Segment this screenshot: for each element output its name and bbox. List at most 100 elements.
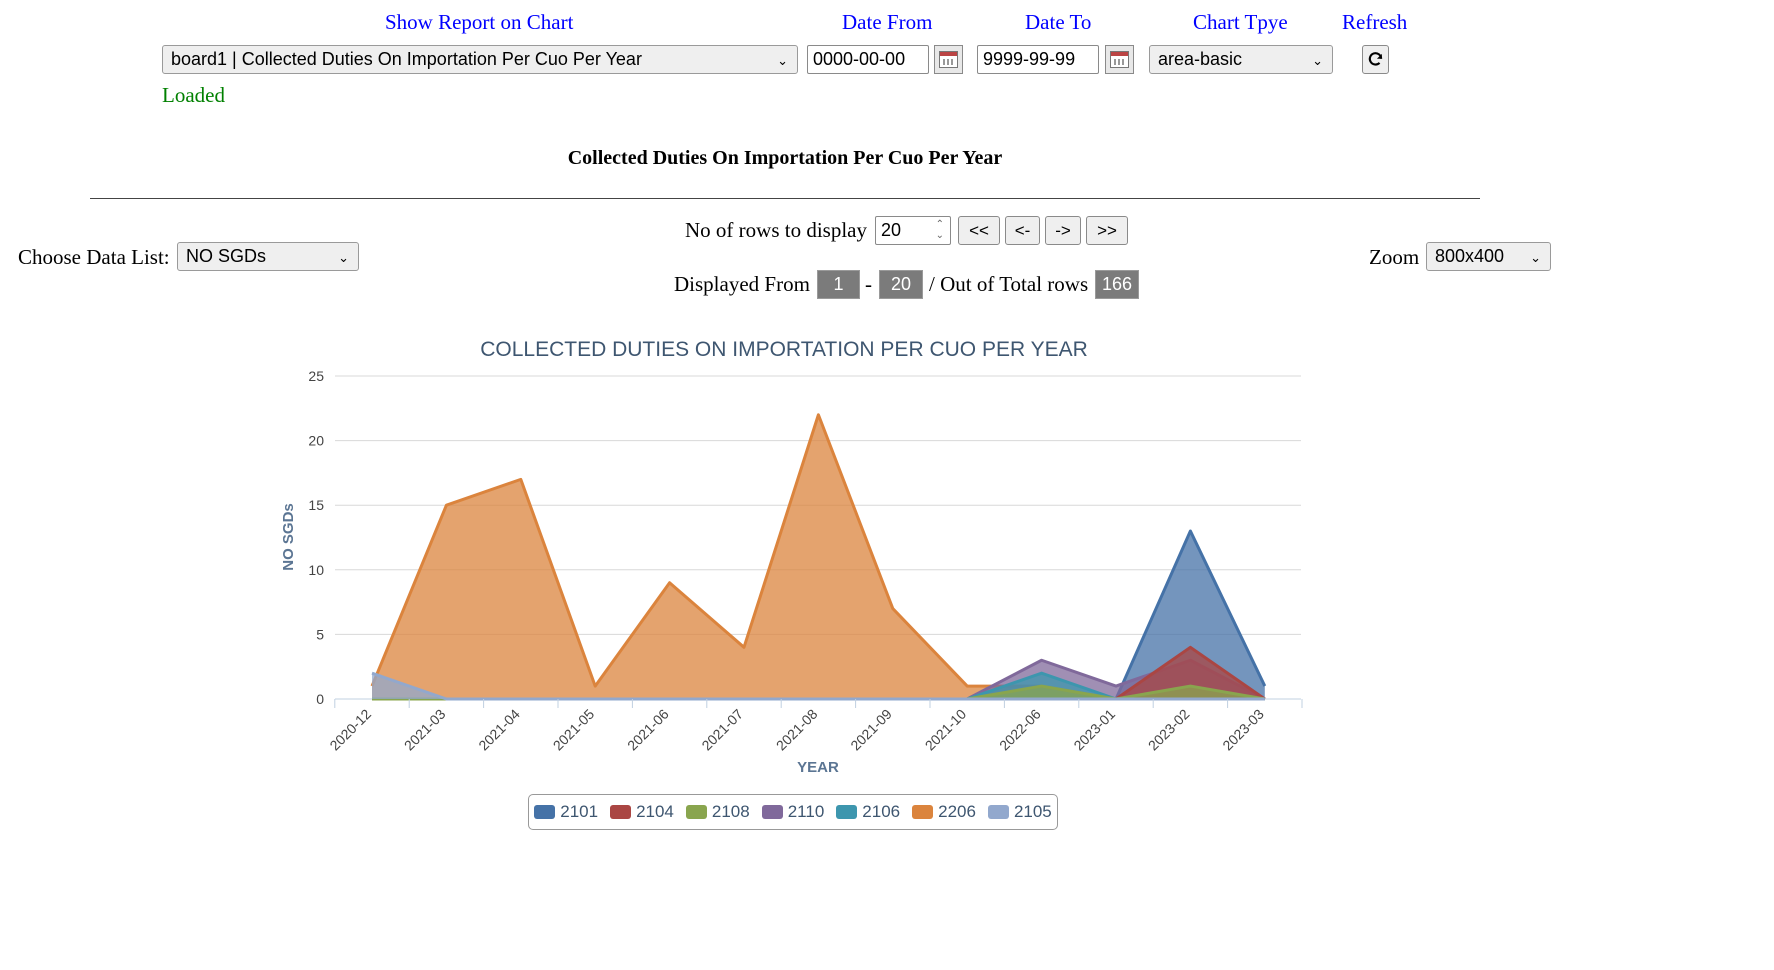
calendar-icon [1110, 51, 1129, 68]
prev-page-button[interactable]: <- [1005, 216, 1040, 245]
legend-item-2108[interactable]: 2108 [685, 802, 750, 822]
first-page-button[interactable]: << [958, 216, 1000, 245]
calendar-icon [939, 51, 958, 68]
chevron-down-icon: ⌄ [777, 53, 788, 68]
series-line-2106 [372, 671, 1265, 701]
legend-label: 2104 [636, 802, 674, 821]
y-tick-label: 20 [308, 433, 324, 449]
legend-item-2104[interactable]: 2104 [610, 802, 674, 822]
to-value-box: 20 [879, 270, 923, 299]
chart-title: COLLECTED DUTIES ON IMPORTATION PER CUO … [480, 338, 1088, 361]
legend-label: 2110 [787, 802, 825, 821]
area-2106 [372, 673, 1265, 699]
chevron-down-icon: ⌄ [1312, 53, 1323, 68]
legend-label: 2108 [711, 802, 750, 821]
zoom-select[interactable]: 800x400 ⌄ [1426, 242, 1551, 271]
y-tick-label: 0 [316, 691, 324, 707]
chart-type-label: Chart Tpye [1193, 10, 1288, 34]
chart-legend: 2101 2104 2108 2110 2106 2206 2105 [528, 794, 1058, 830]
legend-item-2110[interactable]: 2110 [761, 802, 825, 822]
data-list-label: Choose Data List: [18, 245, 170, 269]
rows-label: No of rows to display [685, 218, 867, 242]
x-tick-label: 2021-03 [401, 706, 449, 754]
legend-swatch [912, 805, 934, 819]
chevron-down-icon: ⌄ [1530, 250, 1541, 265]
area-2105 [372, 673, 1265, 699]
rows-value: 20 [881, 220, 902, 240]
date-from-label: Date From [842, 10, 933, 34]
x-tick-label: 2023-03 [1219, 706, 1267, 754]
date-from-calendar-button[interactable] [934, 45, 963, 74]
chevron-down-icon: ⌄ [338, 250, 349, 265]
zoom-value: 800x400 [1435, 246, 1505, 266]
report-select-value: board1 | Collected Duties On Importation… [171, 49, 642, 69]
area-2104 [372, 647, 1265, 699]
series-line-2206 [370, 413, 1265, 701]
area-2206 [372, 414, 1265, 699]
data-list-select[interactable]: NO SGDs ⌄ [177, 242, 359, 271]
y-tick-label: 25 [308, 368, 324, 384]
rows-input[interactable]: 20 ⌃ ⌄ [875, 216, 951, 245]
date-to-input[interactable]: 9999-99-99 [977, 45, 1099, 74]
x-tick-label: 2021-10 [922, 706, 970, 754]
x-tick-label: 2021-07 [698, 706, 746, 754]
y-tick-label: 10 [308, 562, 324, 578]
x-tick-label: 2023-02 [1145, 706, 1193, 754]
legend-swatch [836, 805, 858, 819]
data-list-value: NO SGDs [186, 246, 267, 266]
refresh-button[interactable] [1362, 45, 1389, 74]
x-tick-label: 2021-04 [475, 706, 523, 754]
series-line-2110 [372, 658, 1266, 701]
series-line-2108 [372, 684, 1266, 701]
show-report-label: Show Report on Chart [385, 10, 574, 34]
area-2110 [372, 660, 1265, 699]
chart-type-value: area-basic [1158, 49, 1243, 69]
displayed-from-label: Displayed From [674, 272, 810, 296]
legend-swatch [685, 805, 707, 819]
legend-swatch [610, 805, 632, 819]
legend-label: 2106 [862, 802, 901, 821]
x-tick-label: 2023-01 [1070, 706, 1118, 754]
date-to-calendar-button[interactable] [1105, 45, 1134, 74]
y-tick-label: 5 [316, 626, 324, 642]
date-to-label: Date To [1025, 10, 1092, 34]
refresh-label: Refresh [1342, 10, 1408, 34]
legend-item-2101[interactable]: 2101 [534, 802, 598, 822]
status-text: Loaded [162, 83, 225, 107]
series-line-2101 [372, 529, 1267, 701]
area-2108 [372, 686, 1265, 699]
x-tick-label: 2021-05 [550, 706, 598, 754]
series-line-2105 [371, 671, 1265, 701]
series-line-2104 [372, 645, 1266, 701]
from-value-box: 1 [817, 270, 860, 299]
total-value-box: 166 [1095, 270, 1139, 299]
range-dash: - [865, 272, 872, 296]
x-tick-label: 2021-08 [773, 706, 821, 754]
y-axis-label: NO SGDs [280, 503, 297, 571]
chart-type-select[interactable]: area-basic ⌄ [1149, 45, 1333, 74]
total-label: / Out of Total rows [929, 272, 1089, 296]
legend-swatch [761, 805, 783, 819]
divider [90, 198, 1480, 199]
x-tick-label: 2020-12 [326, 706, 374, 754]
x-axis-label: YEAR [797, 759, 839, 776]
report-title: Collected Duties On Importation Per Cuo … [567, 147, 1003, 169]
legend-label: 2101 [560, 802, 599, 821]
legend-item-2106[interactable]: 2106 [836, 802, 900, 822]
date-from-input[interactable]: 0000-00-00 [807, 45, 929, 74]
last-page-button[interactable]: >> [1086, 216, 1128, 245]
x-tick-label: 2021-09 [847, 706, 895, 754]
x-tick-label: 2022-06 [996, 706, 1044, 754]
report-select[interactable]: board1 | Collected Duties On Importation… [162, 45, 798, 74]
spinner-icon[interactable]: ⌃ ⌄ [935, 219, 944, 241]
legend-item-2206[interactable]: 2206 [912, 802, 976, 822]
x-tick-label: 2021-06 [624, 706, 672, 754]
legend-swatch [987, 805, 1009, 819]
legend-swatch [534, 805, 556, 819]
refresh-icon [1368, 52, 1383, 66]
zoom-label: Zoom [1369, 245, 1420, 269]
next-page-button[interactable]: -> [1045, 216, 1081, 245]
area-2101 [372, 531, 1265, 699]
legend-item-2105[interactable]: 2105 [987, 802, 1052, 822]
y-tick-label: 15 [308, 497, 324, 513]
